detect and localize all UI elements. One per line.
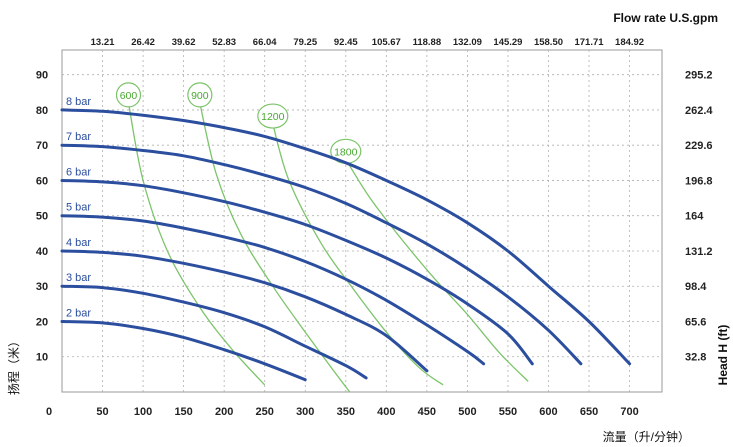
y2-tick-label: 295.2 bbox=[685, 70, 713, 82]
x-tick-label: 300 bbox=[296, 406, 314, 418]
y2-tick-label: 131.2 bbox=[685, 246, 713, 258]
x2-tick-label: 132.09 bbox=[453, 37, 482, 48]
flow-label-circle bbox=[187, 82, 213, 108]
y2-tick-label: 98.4 bbox=[685, 281, 707, 293]
flow-curve bbox=[127, 102, 266, 386]
flow-curve-label: 600 bbox=[120, 90, 138, 102]
tick-labels: 0 50 100 150 200 250 300 350 400 450 500 550 600 650 7… bbox=[36, 37, 714, 418]
flow-curve-label: 1800 bbox=[334, 146, 358, 158]
pressure-curve-label: 8 bar bbox=[66, 96, 91, 108]
y2-tick-label: 32.8 bbox=[685, 352, 706, 364]
x-tick-label: 400 bbox=[377, 406, 395, 418]
pressure-curve-label: 3 bar bbox=[66, 272, 91, 284]
x-tick-label: 350 bbox=[337, 406, 355, 418]
x2-tick-label: 184.92 bbox=[615, 37, 644, 48]
y-tick-label: 30 bbox=[36, 281, 48, 293]
y2-tick-label: 65.6 bbox=[685, 316, 706, 328]
x-tick-label: 200 bbox=[215, 406, 233, 418]
flow-curve bbox=[272, 123, 444, 386]
x-tick-label: 250 bbox=[256, 406, 274, 418]
y-tick-label: 70 bbox=[36, 140, 48, 152]
x2-tick-label: 66.04 bbox=[253, 37, 277, 48]
flow-curve-label: 1200 bbox=[261, 111, 285, 123]
x2-tick-label: 79.25 bbox=[293, 37, 317, 48]
x-tick-label: 0 bbox=[46, 406, 52, 418]
x-tick-label: 650 bbox=[580, 406, 598, 418]
x2-tick-label: 118.88 bbox=[413, 37, 442, 48]
x2-tick-label: 158.50 bbox=[534, 37, 563, 48]
pressure-curve bbox=[60, 143, 583, 366]
x-tick-label: 500 bbox=[458, 406, 476, 418]
x-tick-label: 700 bbox=[620, 406, 638, 418]
pressure-curve bbox=[60, 249, 429, 373]
y-tick-label: 10 bbox=[36, 352, 48, 364]
y-tick-label: 50 bbox=[36, 211, 48, 223]
x2-tick-label: 26.42 bbox=[131, 37, 155, 48]
x2-tick-label: 105.67 bbox=[372, 37, 401, 48]
y2-tick-label: 196.8 bbox=[685, 175, 713, 187]
pressure-curve-label: 5 bar bbox=[66, 202, 91, 214]
x-tick-label: 100 bbox=[134, 406, 152, 418]
y-axis-title: 扬程（米） bbox=[6, 335, 21, 395]
pressure-curve bbox=[60, 179, 534, 366]
y-tick-label: 40 bbox=[36, 246, 48, 258]
x-axis-title: 流量（升/分钟） bbox=[603, 429, 690, 444]
pressure-curves: 2 bar 3 bar 4 bar 5 bar 6 bar 7 bar 8 bar bbox=[60, 96, 632, 382]
pressure-curve bbox=[60, 108, 632, 366]
x2-tick-label: 171.71 bbox=[574, 37, 604, 48]
y2-tick-label: 262.4 bbox=[685, 105, 713, 117]
x2-tick-label: 13.21 bbox=[91, 37, 115, 48]
gridlines bbox=[62, 50, 662, 392]
pressure-curve-label: 6 bar bbox=[66, 166, 91, 178]
pressure-curve bbox=[60, 214, 486, 366]
x2-tick-label: 52.83 bbox=[212, 37, 236, 48]
pressure-curve bbox=[60, 320, 307, 382]
pressure-curve bbox=[60, 284, 368, 380]
x2-tick-label: 145.29 bbox=[493, 37, 522, 48]
x-tick-label: 600 bbox=[539, 406, 557, 418]
x2-tick-label: 92.45 bbox=[334, 37, 358, 48]
y-tick-label: 80 bbox=[36, 105, 48, 117]
x-tick-label: 50 bbox=[96, 406, 108, 418]
y-tick-label: 60 bbox=[36, 175, 48, 187]
pressure-curve-label: 4 bar bbox=[66, 237, 91, 249]
flow-label-circle bbox=[115, 82, 142, 108]
x-tick-label: 450 bbox=[418, 406, 436, 418]
x-tick-label: 550 bbox=[499, 406, 517, 418]
y2-tick-label: 164 bbox=[685, 211, 704, 223]
pressure-curve-label: 2 bar bbox=[66, 307, 91, 319]
y-tick-label: 20 bbox=[36, 316, 48, 328]
pressure-curve-label: 7 bar bbox=[66, 131, 91, 143]
x2-tick-label: 39.62 bbox=[172, 37, 196, 48]
plot-frame bbox=[61, 49, 663, 393]
x-tick-label: 150 bbox=[174, 406, 192, 418]
right-axis-title: Head H (ft) bbox=[716, 325, 730, 386]
flow-label-circle bbox=[257, 103, 289, 129]
flow-curve-label: 900 bbox=[191, 90, 209, 102]
flow-curve bbox=[345, 158, 529, 382]
y-tick-label: 90 bbox=[36, 70, 48, 82]
top-axis-title: Flow rate U.S.gpm bbox=[613, 11, 718, 25]
y2-tick-label: 229.6 bbox=[685, 140, 713, 152]
